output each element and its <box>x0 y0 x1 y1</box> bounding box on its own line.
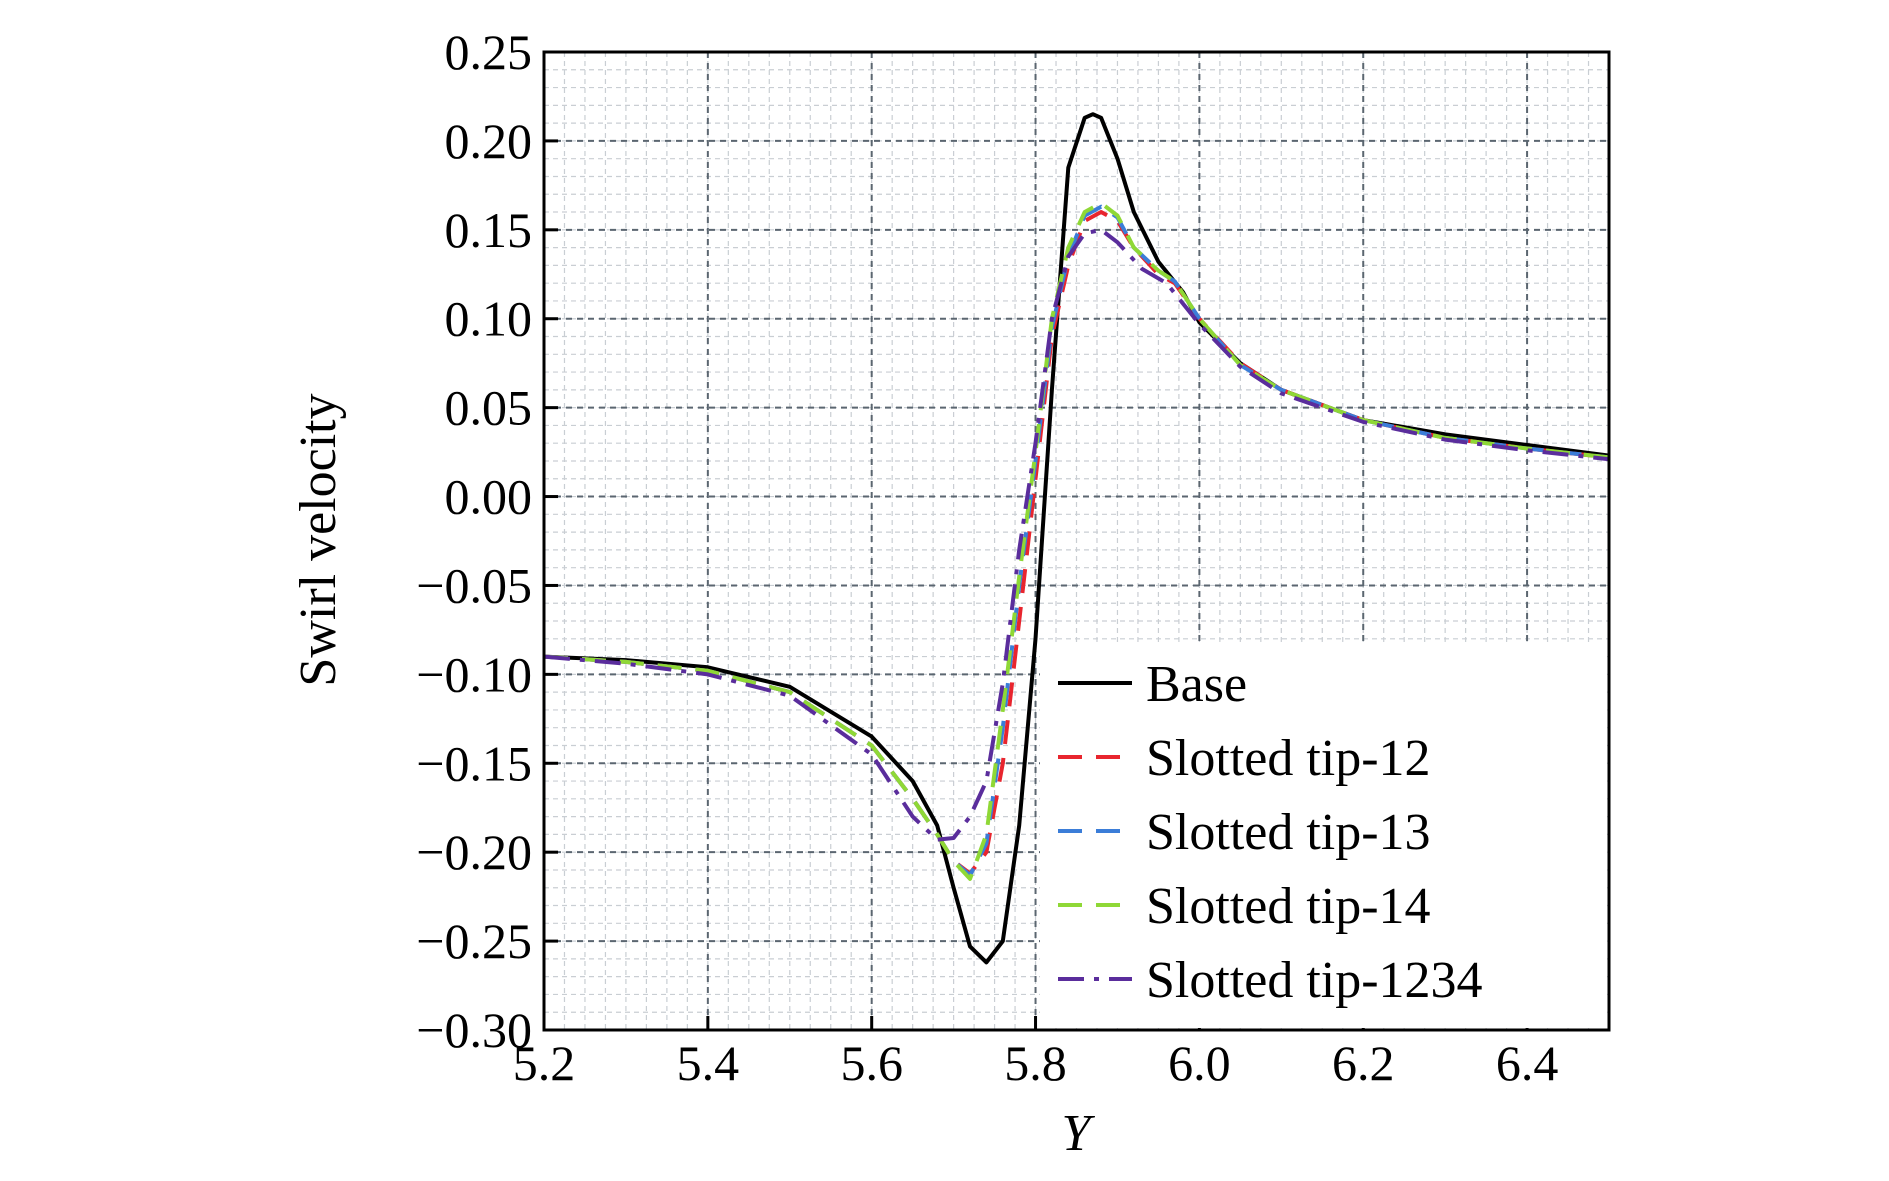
y-tick-label: −0.10 <box>416 646 532 702</box>
y-axis-label: Swirl velocity <box>290 393 347 686</box>
legend-label: Slotted tip-14 <box>1146 878 1431 935</box>
legend-label: Slotted tip-12 <box>1146 730 1431 787</box>
legend-label: Slotted tip-1234 <box>1146 952 1483 1009</box>
x-axis-label: Y <box>1062 1105 1096 1162</box>
legend-label: Base <box>1146 656 1247 713</box>
y-tick-label: 0.10 <box>445 291 533 347</box>
x-axis-ticks: 5.2 5.4 5.6 5.8 6.0 6.2 6.4 <box>513 1016 1559 1091</box>
legend-label: Slotted tip-13 <box>1146 804 1431 861</box>
y-tick-label: 0.00 <box>445 469 533 525</box>
y-tick-label: 0.15 <box>445 202 533 258</box>
x-tick-label: 5.6 <box>840 1035 903 1091</box>
x-tick-label: 5.2 <box>513 1035 576 1091</box>
y-tick-label: 0.20 <box>445 113 533 169</box>
y-tick-label: −0.05 <box>416 557 532 613</box>
y-tick-label: −0.15 <box>416 735 532 791</box>
y-tick-label: −0.30 <box>416 1002 532 1058</box>
x-tick-label: 5.4 <box>677 1035 740 1091</box>
x-tick-label: 6.4 <box>1496 1035 1559 1091</box>
y-tick-label: −0.25 <box>416 913 532 969</box>
x-tick-label: 6.2 <box>1332 1035 1395 1091</box>
y-tick-label: −0.20 <box>416 824 532 880</box>
x-tick-label: 5.8 <box>1004 1035 1067 1091</box>
legend-box <box>1040 645 1607 1028</box>
y-tick-label: 0.25 <box>445 24 533 80</box>
y-axis-ticks: 0.25 0.20 0.15 0.10 0.05 0.00 −0.05 −0.10 −0.15 −… <box>416 24 558 1058</box>
series-layer <box>543 112 1610 965</box>
plot-frame <box>542 50 1611 1032</box>
legend: Base Slotted tip-12 Slotted tip-13 Slotted … <box>1040 645 1607 1028</box>
series-line-5 <box>543 227 1610 842</box>
y-tick-label: 0.05 <box>445 380 533 436</box>
x-tick-label: 6.0 <box>1168 1035 1231 1091</box>
